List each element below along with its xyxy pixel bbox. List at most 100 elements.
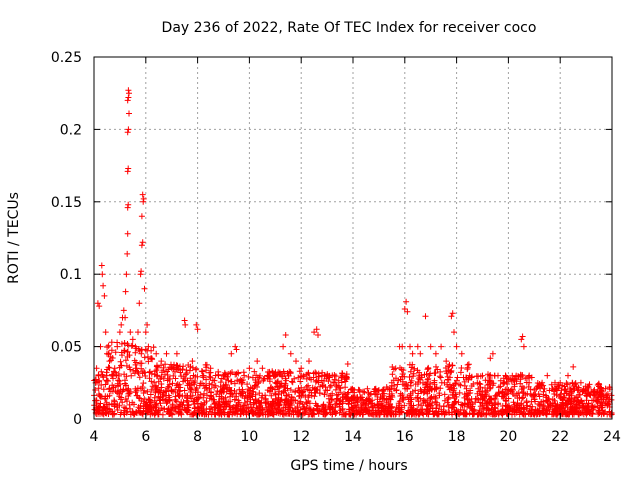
data-point [154, 409, 161, 416]
data-point [153, 400, 160, 407]
data-point [126, 352, 133, 359]
data-point [450, 392, 457, 399]
data-point [266, 388, 273, 395]
data-point [412, 387, 419, 394]
data-point [483, 401, 490, 407]
data-point [397, 393, 404, 399]
data-point [241, 372, 248, 379]
data-point [447, 368, 454, 375]
data-point [356, 410, 363, 417]
data-point [94, 300, 101, 307]
data-point [535, 391, 542, 397]
data-point [524, 390, 531, 397]
data-point [217, 379, 224, 386]
data-point [120, 386, 127, 393]
data-point [138, 213, 145, 220]
data-point [285, 372, 292, 379]
data-point [520, 343, 527, 350]
data-point [279, 373, 286, 380]
data-point [594, 382, 601, 388]
data-point [122, 396, 129, 403]
data-point [196, 405, 202, 412]
data-point [140, 390, 147, 396]
data-point [303, 405, 310, 412]
data-point [577, 391, 583, 398]
data-point [294, 404, 301, 410]
data-point [110, 375, 116, 382]
data-point [129, 410, 136, 416]
data-point [246, 392, 253, 399]
data-point [392, 408, 399, 415]
data-point [552, 379, 558, 386]
data-point [125, 87, 132, 94]
data-point [564, 404, 571, 411]
data-point [199, 402, 206, 409]
data-point [500, 379, 507, 386]
data-point [375, 387, 382, 393]
data-point [539, 379, 546, 386]
data-point [287, 404, 294, 411]
data-point [394, 381, 401, 388]
data-point [102, 329, 109, 336]
data-point [418, 388, 425, 395]
data-point [590, 389, 597, 396]
y-tick-label: 0.05 [51, 340, 82, 356]
data-point [278, 380, 285, 387]
data-point [108, 401, 115, 407]
data-point [115, 377, 122, 384]
data-point [304, 386, 311, 393]
y-tick-label: 0 [73, 412, 82, 428]
data-point [321, 406, 328, 413]
data-point [116, 390, 122, 397]
data-point [458, 365, 465, 371]
data-point [432, 370, 439, 376]
data-point [503, 391, 510, 398]
data-point [301, 410, 308, 417]
data-point [288, 393, 295, 400]
data-point [209, 396, 215, 402]
data-point [482, 385, 488, 391]
data-point [100, 404, 107, 410]
data-point [471, 406, 478, 413]
data-point [182, 321, 189, 328]
data-point [451, 408, 458, 415]
data-point [191, 404, 198, 411]
data-point [437, 374, 444, 381]
data-point [146, 375, 153, 382]
data-point [148, 355, 154, 362]
data-point [175, 384, 182, 391]
data-point [521, 411, 527, 418]
data-point [399, 343, 406, 350]
data-point [453, 343, 460, 350]
data-point [124, 387, 131, 394]
data-point [108, 339, 115, 346]
data-point [262, 392, 269, 399]
data-point [147, 391, 154, 398]
data-point [365, 389, 372, 396]
data-point [254, 358, 261, 365]
data-point [201, 390, 207, 397]
data-point [244, 398, 251, 405]
data-point [542, 392, 549, 399]
data-point [329, 390, 336, 397]
data-point [138, 365, 145, 372]
data-point [483, 389, 489, 396]
data-point [452, 398, 458, 405]
data-point [270, 401, 277, 408]
data-point [481, 405, 488, 411]
data-point [138, 268, 145, 275]
data-point [296, 393, 302, 400]
data-point [139, 384, 146, 390]
y-tick-label: 0.2 [60, 122, 82, 138]
data-point [306, 400, 313, 407]
data-point [249, 410, 256, 417]
data-point [414, 381, 421, 387]
data-point [138, 242, 145, 249]
data-point [147, 368, 153, 375]
data-point [239, 390, 245, 397]
data-point [433, 399, 440, 406]
data-point [119, 399, 126, 406]
data-point [489, 350, 496, 357]
data-point [275, 384, 282, 391]
data-point [122, 314, 129, 321]
